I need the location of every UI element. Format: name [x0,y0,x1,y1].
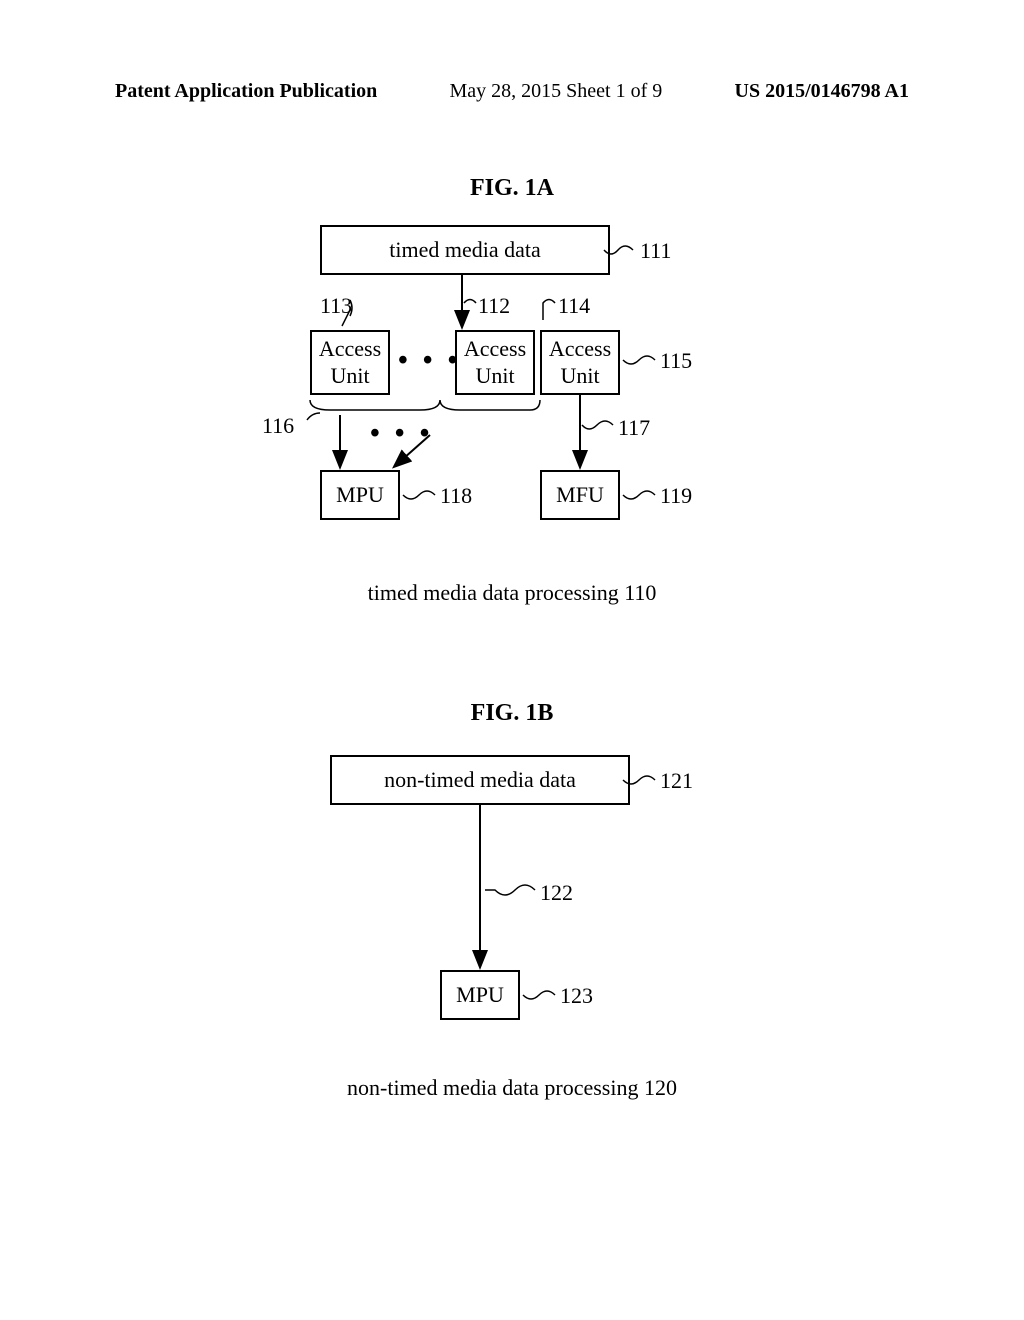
dots-middle: • • • [370,418,433,450]
header-right: US 2015/0146798 A1 [735,80,909,103]
access-unit-1: Access Unit [310,330,390,395]
non-timed-media-data-box: non-timed media data [330,755,630,805]
page-header: Patent Application Publication May 28, 2… [0,80,1024,103]
label-115: 115 [660,348,692,374]
label-123: 123 [560,983,593,1009]
fig-1a-caption: timed media data processing 110 [368,580,657,606]
mfu-box: MFU [540,470,620,520]
header-mid: May 28, 2015 Sheet 1 of 9 [450,80,663,103]
fig-1b-caption: non-timed media data processing 120 [347,1075,677,1101]
label-114: 114 [558,293,590,319]
label-112: 112 [478,293,510,319]
mpu-box-b: MPU [440,970,520,1020]
header-left: Patent Application Publication [115,80,377,103]
label-121: 121 [660,768,693,794]
access-unit-3: Access Unit [540,330,620,395]
dots-access-units: • • • [398,345,461,377]
label-119: 119 [660,483,692,509]
label-116: 116 [262,413,294,439]
label-117: 117 [618,415,650,441]
mpu-box-a: MPU [320,470,400,520]
fig-1b-title: FIG. 1B [471,700,554,727]
label-118: 118 [440,483,472,509]
timed-media-data-box: timed media data [320,225,610,275]
label-111: 111 [640,238,671,264]
label-122: 122 [540,880,573,906]
label-113: 113 [320,293,352,319]
access-unit-2: Access Unit [455,330,535,395]
fig-1a-title: FIG. 1A [470,175,554,202]
